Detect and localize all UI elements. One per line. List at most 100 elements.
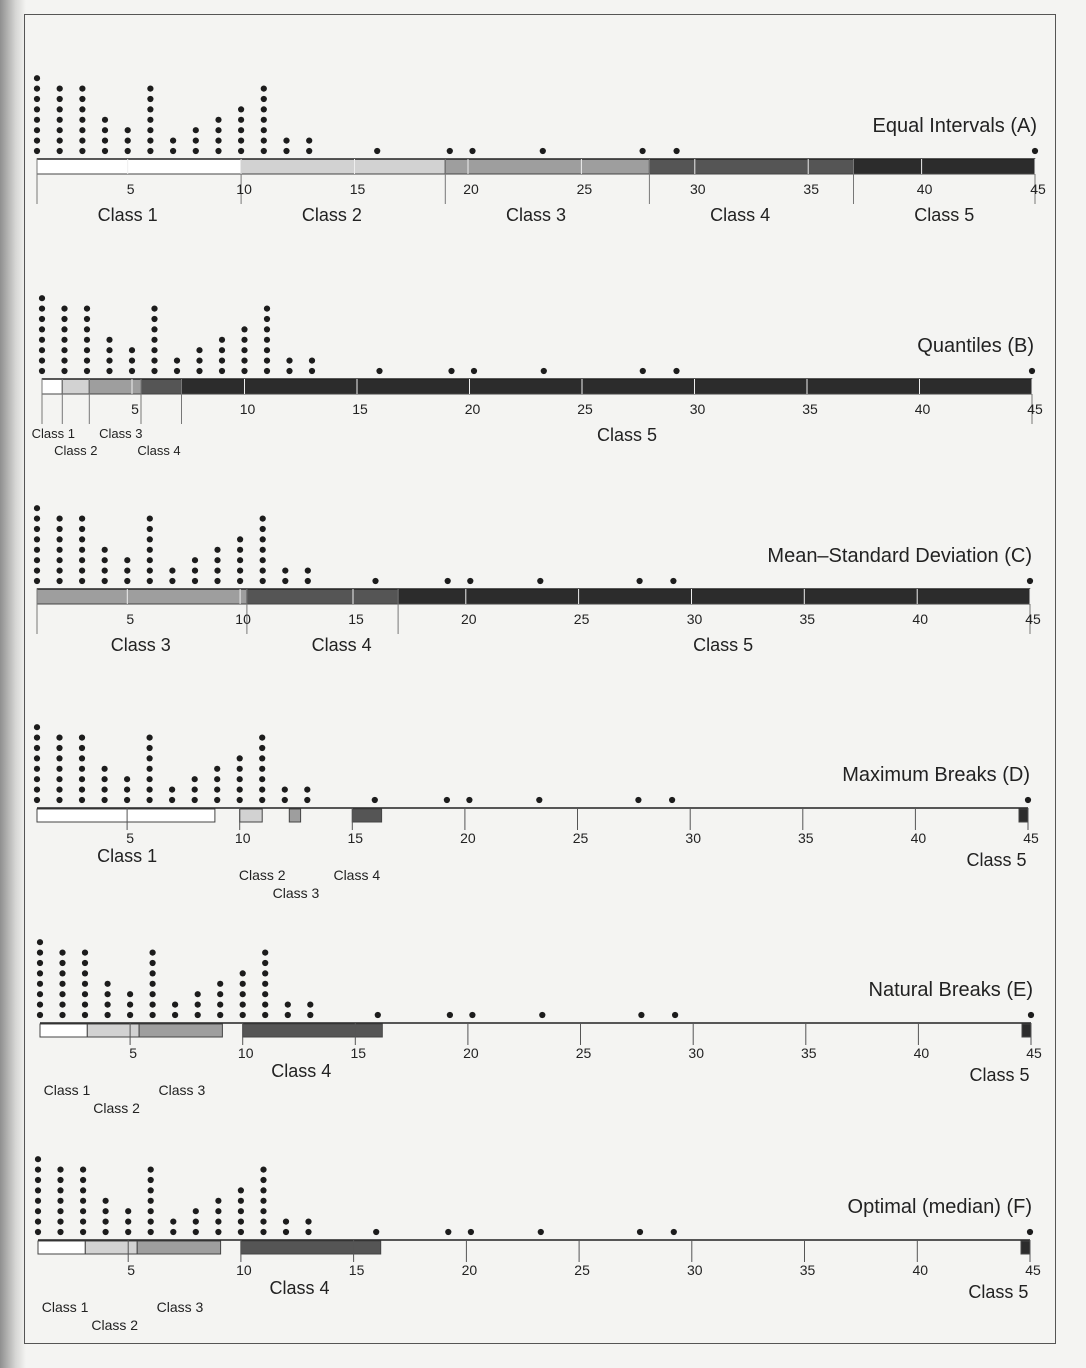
data-dot <box>237 557 244 564</box>
scale-tick-label: 5 <box>127 1262 135 1278</box>
data-dot <box>127 1001 134 1008</box>
data-dot <box>263 336 271 343</box>
data-dot <box>33 127 41 134</box>
data-dot <box>282 577 289 585</box>
data-dot <box>539 147 546 155</box>
data-dot <box>81 949 89 956</box>
data-dot <box>147 137 154 144</box>
data-dot <box>241 367 248 375</box>
data-dot <box>304 786 311 793</box>
data-dot <box>83 315 91 323</box>
data-dot <box>636 1228 644 1236</box>
data-dot <box>236 755 243 762</box>
data-dot <box>281 796 288 804</box>
class-bar <box>138 1023 223 1038</box>
data-dot <box>56 137 63 144</box>
data-dot <box>56 127 63 134</box>
scale-tick-label: 45 <box>1027 401 1043 417</box>
data-dot <box>669 796 676 804</box>
data-dot <box>79 127 86 134</box>
data-dot <box>146 755 153 762</box>
data-dot <box>79 116 86 123</box>
data-dot <box>672 1011 679 1019</box>
class-label: Class 3 <box>111 635 171 655</box>
data-dot <box>259 536 266 543</box>
data-dot <box>307 1011 314 1019</box>
data-dot <box>673 147 680 155</box>
panel-a: Equal Intervals (A) 5 10 15 20 25 30 35 40 45 Clas… <box>33 75 1046 225</box>
class-label: Class 1 <box>44 1082 91 1098</box>
data-dot <box>147 1187 154 1194</box>
data-dot <box>260 127 267 134</box>
data-dot <box>151 326 158 333</box>
class-bar <box>61 378 90 395</box>
data-dot <box>260 1187 267 1194</box>
data-dot <box>215 116 222 123</box>
data-dot <box>260 1218 267 1225</box>
figure-frame <box>24 14 1056 1344</box>
class-bar <box>41 378 63 395</box>
class-bar <box>648 158 855 175</box>
data-dot <box>61 315 68 323</box>
data-dot <box>236 765 243 772</box>
data-dot <box>194 1001 201 1008</box>
class-label: Class 5 <box>968 1282 1028 1302</box>
class-label: Class 5 <box>966 850 1026 870</box>
data-dot <box>61 336 68 343</box>
data-dot <box>149 959 156 967</box>
data-dot <box>78 755 86 762</box>
data-dot <box>101 127 109 134</box>
data-dot <box>639 147 646 155</box>
data-dot <box>61 357 68 364</box>
panel-title: Optimal (median) (F) <box>848 1196 1032 1218</box>
class-label: Class 3 <box>506 205 566 225</box>
data-dot <box>79 567 86 574</box>
data-dot <box>57 1187 64 1194</box>
class-label: Class 2 <box>93 1100 140 1116</box>
data-dot <box>146 536 153 543</box>
data-dot <box>239 970 246 977</box>
data-dot <box>36 949 44 956</box>
data-dot <box>56 116 63 123</box>
data-dot <box>191 786 198 793</box>
scale-tick-label: 30 <box>688 1045 704 1061</box>
data-dot <box>236 786 243 793</box>
data-dot <box>80 1176 87 1184</box>
data-dot <box>33 95 41 103</box>
data-dot <box>59 991 66 998</box>
class-label: Class 5 <box>969 1065 1029 1085</box>
scale-tick-label: 35 <box>800 1262 816 1278</box>
class-label: Class 3 <box>157 1299 204 1315</box>
data-dot <box>146 525 153 533</box>
scale-tick-label: 45 <box>1025 1262 1041 1278</box>
data-dot <box>79 546 86 553</box>
data-dot <box>215 1228 222 1236</box>
data-dot <box>260 85 267 92</box>
scale-tick-label: 30 <box>685 830 701 846</box>
data-dot <box>81 1001 89 1008</box>
data-dot <box>263 347 271 354</box>
class-bar <box>240 1240 382 1255</box>
data-dot <box>151 357 158 364</box>
data-dot <box>81 991 89 998</box>
data-dot <box>260 1166 267 1173</box>
data-dot <box>124 776 131 783</box>
data-dot <box>218 336 226 343</box>
data-dot <box>192 127 199 134</box>
data-dot <box>259 557 266 564</box>
data-dot <box>1026 1228 1034 1236</box>
data-dot <box>215 1208 222 1215</box>
data-dot <box>57 1166 64 1173</box>
scale-tick-label: 10 <box>236 181 252 197</box>
data-dot <box>372 577 379 585</box>
data-dot <box>56 796 63 804</box>
class-bar <box>36 588 248 605</box>
data-dot <box>102 1208 109 1215</box>
scale-tick-label: 45 <box>1026 1045 1042 1061</box>
data-dot <box>36 1001 44 1008</box>
data-dot <box>218 357 226 364</box>
class-label: Class 2 <box>239 867 286 883</box>
data-dot <box>34 1228 42 1236</box>
scale-tick-label: 20 <box>460 830 476 846</box>
